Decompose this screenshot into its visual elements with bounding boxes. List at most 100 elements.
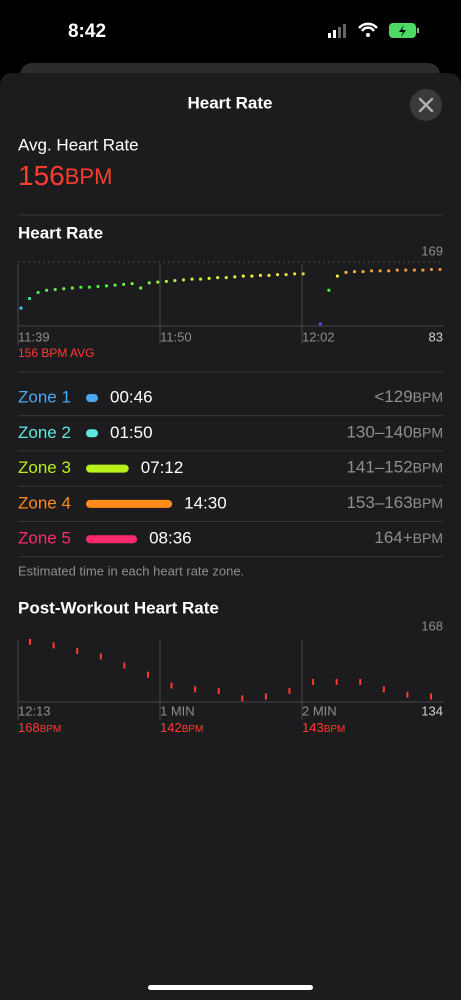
range-unit: BPM — [413, 495, 443, 511]
hr-dot — [207, 276, 211, 280]
zone-name: Zone 2 — [18, 423, 71, 442]
hr-dot — [199, 277, 203, 281]
zone-bar — [86, 429, 98, 438]
zone-time: 08:36 — [149, 529, 192, 548]
hr-dot — [216, 276, 220, 280]
zone-time: 00:46 — [110, 387, 153, 406]
zone-range: 130–140BPM — [346, 423, 443, 442]
post-hr-mark — [359, 678, 362, 685]
hr-dot — [96, 285, 100, 289]
hr-dot — [139, 286, 143, 290]
hr-dot — [45, 288, 49, 292]
hr-dot — [79, 285, 83, 289]
hr-dot — [352, 270, 356, 274]
sheet-title: Heart Rate — [187, 93, 272, 112]
post-hr-mark — [170, 682, 173, 689]
hr-dot — [395, 268, 399, 272]
hr-dot — [53, 288, 57, 292]
hr-dot — [28, 296, 32, 300]
zone-time: 01:50 — [110, 423, 153, 442]
zone-bar — [86, 464, 129, 473]
reading: 143BPM — [302, 720, 345, 735]
post-hr-mark — [52, 642, 55, 649]
post-hr-mark — [264, 693, 267, 700]
range-value: 164+ — [374, 529, 412, 548]
hr-dot — [87, 285, 91, 289]
status-icons — [328, 22, 419, 38]
zone-time: 07:12 — [141, 458, 184, 477]
hr-dot — [318, 322, 322, 326]
hr-dot — [36, 291, 40, 295]
y-max-label: 168 — [421, 618, 443, 633]
hr-dot — [224, 276, 228, 280]
hr-dot — [258, 273, 262, 277]
hr-dot — [241, 274, 245, 278]
hr-dot — [378, 269, 382, 273]
hr-dot — [70, 286, 74, 290]
range-value: 130–140 — [346, 423, 412, 442]
post-hr-mark — [406, 691, 409, 698]
hr-dot — [19, 306, 23, 310]
hr-dot — [190, 277, 194, 281]
post-hr-mark — [123, 662, 126, 669]
hr-dot — [429, 267, 433, 271]
post-hr-mark — [99, 653, 102, 660]
zone-time: 14:30 — [184, 493, 227, 512]
status-time: 8:42 — [68, 21, 106, 42]
zone-range: 153–163BPM — [346, 493, 443, 512]
hr-dot — [335, 274, 339, 278]
post-hr-mark — [382, 686, 385, 693]
hr-dot — [130, 282, 134, 286]
hr-dot — [421, 268, 425, 272]
y-min-label: 134 — [421, 703, 443, 718]
range-unit: BPM — [413, 459, 443, 475]
reading-unit: BPM — [40, 724, 62, 735]
hr-dot — [113, 283, 117, 287]
close-button[interactable] — [410, 89, 442, 121]
hr-dot — [156, 280, 160, 284]
avg-caption: 156 BPM AVG — [18, 346, 94, 360]
post-hr-mark — [335, 678, 338, 685]
range-unit: BPM — [413, 389, 443, 405]
reading-value: 143 — [302, 720, 324, 735]
post-hr-mark — [76, 647, 79, 654]
hr-dot — [181, 278, 185, 282]
hr-dot — [147, 281, 151, 285]
x-label: 12:02 — [302, 329, 335, 344]
avg-unit: BPM — [65, 164, 113, 189]
hr-dot — [327, 288, 331, 292]
section-title: Heart Rate — [18, 223, 103, 242]
post-hr-mark — [217, 688, 220, 695]
post-hr-mark — [312, 678, 315, 685]
hr-dot — [387, 269, 391, 273]
x-label: 1 MIN — [160, 703, 195, 718]
zone-range: 164+BPM — [374, 529, 443, 548]
hr-dot — [404, 268, 408, 272]
zone-name: Zone 5 — [18, 529, 71, 548]
x-label: 11:50 — [160, 329, 192, 344]
zone-name: Zone 1 — [18, 387, 71, 406]
avg-number: 156 — [18, 160, 65, 191]
post-hr-mark — [194, 686, 197, 693]
reading-unit: BPM — [182, 724, 204, 735]
chart-frame — [17, 640, 443, 720]
y-min-label: 83 — [429, 329, 443, 344]
home-indicator — [148, 985, 313, 990]
hr-dot — [173, 279, 177, 283]
reading: 168BPM — [18, 720, 61, 735]
x-label: 11:39 — [18, 329, 50, 344]
x-label: 12:13 — [18, 703, 51, 718]
hr-dot — [284, 273, 288, 277]
zone-note: Estimated time in each heart rate zone. — [18, 563, 244, 578]
hr-dot — [105, 284, 109, 288]
hr-dot — [293, 272, 297, 276]
hr-dot — [344, 270, 348, 274]
zone-range: <129BPM — [374, 387, 443, 406]
post-hr-mark — [430, 693, 432, 700]
sheet — [0, 73, 461, 1000]
hr-dot — [122, 282, 126, 286]
range-unit: BPM — [413, 530, 443, 546]
range-value: 153–163 — [346, 493, 412, 512]
hr-dot — [412, 268, 416, 272]
